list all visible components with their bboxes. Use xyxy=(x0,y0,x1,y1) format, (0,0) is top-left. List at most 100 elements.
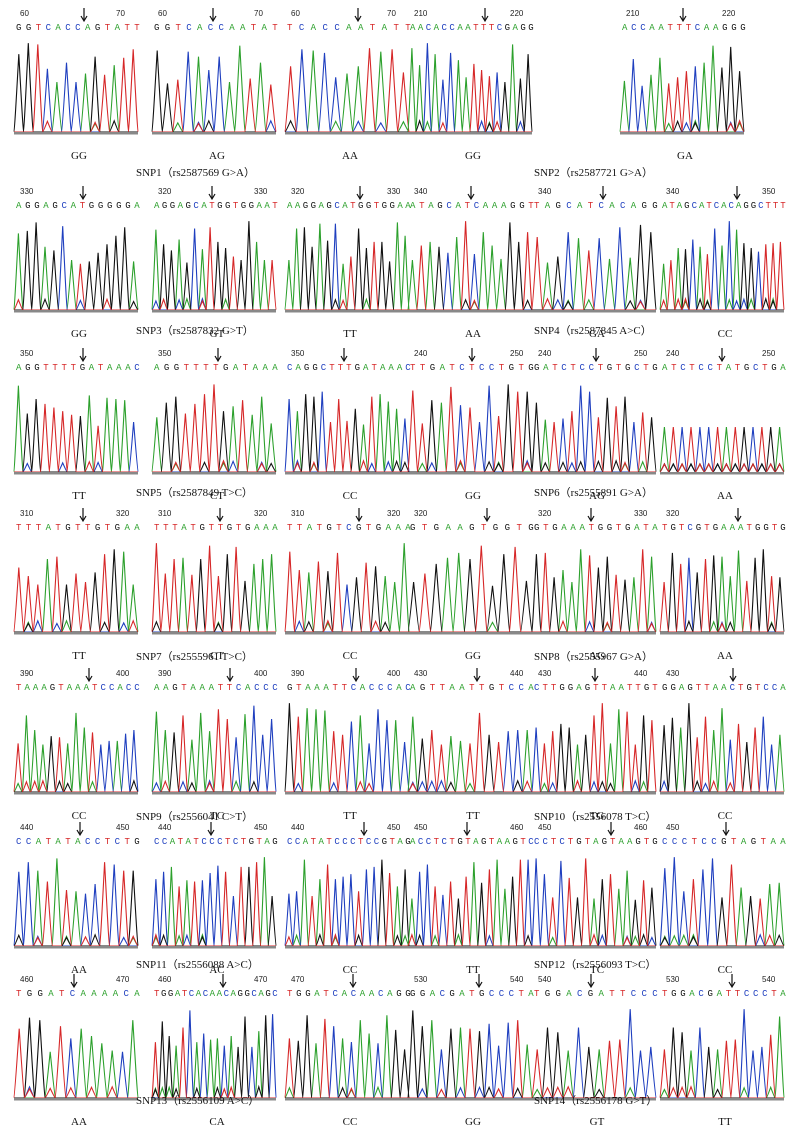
trace-baseline xyxy=(14,946,138,949)
position-label: 350 xyxy=(158,349,172,358)
trace-C xyxy=(660,221,784,311)
snp-arrow-icon xyxy=(607,822,615,837)
genotype-label: CA xyxy=(209,1116,225,1128)
position-label: 530 xyxy=(414,975,428,984)
position-label: 310 xyxy=(20,509,34,518)
chromatogram-trace: 310 320 T T T A T G T T G T G A A A xyxy=(151,508,278,635)
chromatogram-trace: 460 470 T G G A T C A A A A C A xyxy=(13,974,140,1101)
trace-baseline xyxy=(660,632,784,635)
position-label: 330 xyxy=(387,187,401,196)
position-label: 210 xyxy=(414,9,428,18)
snp-arrow-icon xyxy=(355,508,363,523)
chromatogram-panel: 450 C C C T C C G T A G T A A CC xyxy=(659,822,790,976)
snp-arrow-icon xyxy=(728,974,736,989)
position-label: 470 xyxy=(254,975,268,984)
snp-arrow-icon xyxy=(354,8,362,23)
snp-arrow-icon xyxy=(70,974,78,989)
trace-G xyxy=(407,1010,532,1099)
position-label: 330 xyxy=(20,187,34,196)
position-label: 350 xyxy=(762,187,776,196)
chromatogram-panel: 320 T G T C G T G A A A T G G T G AA xyxy=(659,508,790,662)
chromatogram-trace: 340 350 A T A G C A T C A C A G G C T T T xyxy=(659,186,786,313)
snp-arrow-icon xyxy=(216,508,224,523)
position-label: 60 xyxy=(158,9,167,18)
trace-baseline xyxy=(14,1098,138,1101)
snp-arrow-icon xyxy=(599,186,607,201)
snp-arrow-icon xyxy=(733,186,741,201)
trace-baseline xyxy=(408,946,532,949)
trace-A xyxy=(407,44,532,133)
snp-arrow-icon xyxy=(79,508,87,523)
trace-C xyxy=(285,49,409,133)
snp-arrow-icon xyxy=(468,348,476,363)
chromatogram-trace: 320 T G T C G T G A A A T G G T G xyxy=(659,508,786,635)
position-label: 430 xyxy=(666,669,680,678)
chromatogram-panel: 310 320 T T A T G T C G T G A A A CC xyxy=(284,508,415,662)
trace-A xyxy=(13,712,138,793)
chromatogram-trace: 440 450 C C A T A T C C C T C C G T A G xyxy=(284,822,411,949)
snp-arrow-icon xyxy=(360,822,368,837)
chromatogram-panel: 60 70 T C A C C A A T A T T AA xyxy=(284,8,415,162)
genotype-label: AA xyxy=(717,650,733,662)
trace-T xyxy=(152,384,276,473)
trace-T xyxy=(284,48,410,133)
chromatogram-trace: 240 250 T T G A T C T C C T G T G xyxy=(407,348,534,475)
snp-arrow-icon xyxy=(219,974,227,989)
snp-arrow-icon xyxy=(76,822,84,837)
genotype-label: GG xyxy=(71,150,87,162)
chromatogram-trace: 390 400 T A A A G T A A A T C C A C C xyxy=(13,668,140,795)
trace-T xyxy=(13,1026,138,1099)
chromatogram-trace: 440 450 C C A T A T A C C T C T G xyxy=(13,822,140,949)
snp-arrow-icon xyxy=(85,668,93,683)
trace-baseline xyxy=(285,1098,409,1101)
trace-baseline xyxy=(660,310,784,313)
position-label: 450 xyxy=(666,823,680,832)
chromatogram-panel: 530 540 T G G A C G A T T C C C T A TT xyxy=(659,974,790,1128)
trace-baseline xyxy=(14,792,138,795)
trace-C xyxy=(532,1009,657,1099)
snp-arrow-icon xyxy=(349,974,357,989)
genotype-label: AA xyxy=(717,490,733,502)
chromatogram-panel: 430 440 A G T T A A T T G T C C A TT xyxy=(407,668,538,822)
snp-arrow-icon xyxy=(591,668,599,683)
trace-C xyxy=(408,859,533,947)
trace-C xyxy=(531,727,656,793)
position-label: 250 xyxy=(510,349,524,358)
snp-arrow-icon xyxy=(80,8,88,23)
chromatogram-trace: 330 A G G A G C A T G G G G G A xyxy=(13,186,140,313)
position-label: 350 xyxy=(20,349,34,358)
trace-baseline xyxy=(14,132,138,135)
position-label: 390 xyxy=(158,669,172,678)
trace-T xyxy=(408,545,532,633)
trace-baseline xyxy=(285,132,409,135)
trace-baseline xyxy=(285,310,409,313)
trace-G xyxy=(151,50,276,133)
trace-G xyxy=(14,222,139,311)
position-label: 60 xyxy=(20,9,29,18)
trace-baseline xyxy=(620,132,744,135)
position-label: 450 xyxy=(254,823,268,832)
trace-G xyxy=(14,1017,138,1099)
snp-caption: SNP13（rs2556109 A>C） xyxy=(136,1095,260,1107)
snp-arrow-icon xyxy=(475,974,483,989)
chromatogram-panel: 320 330 A G G A G C A T G G T G G A A T GT xyxy=(151,186,282,340)
chromatogram-panel: 330 A G G A G C A T G G G G G A GG xyxy=(13,186,144,340)
trace-baseline xyxy=(660,1098,784,1101)
genotype-label: TT xyxy=(466,810,480,822)
chromatogram-trace: 210 220 A C C A A T T T C A A G G G xyxy=(619,8,746,135)
chromatogram-panel: 240 250 A T C T C C T A T G C T G A AA xyxy=(659,348,790,502)
genotype-label: TG xyxy=(589,810,605,822)
